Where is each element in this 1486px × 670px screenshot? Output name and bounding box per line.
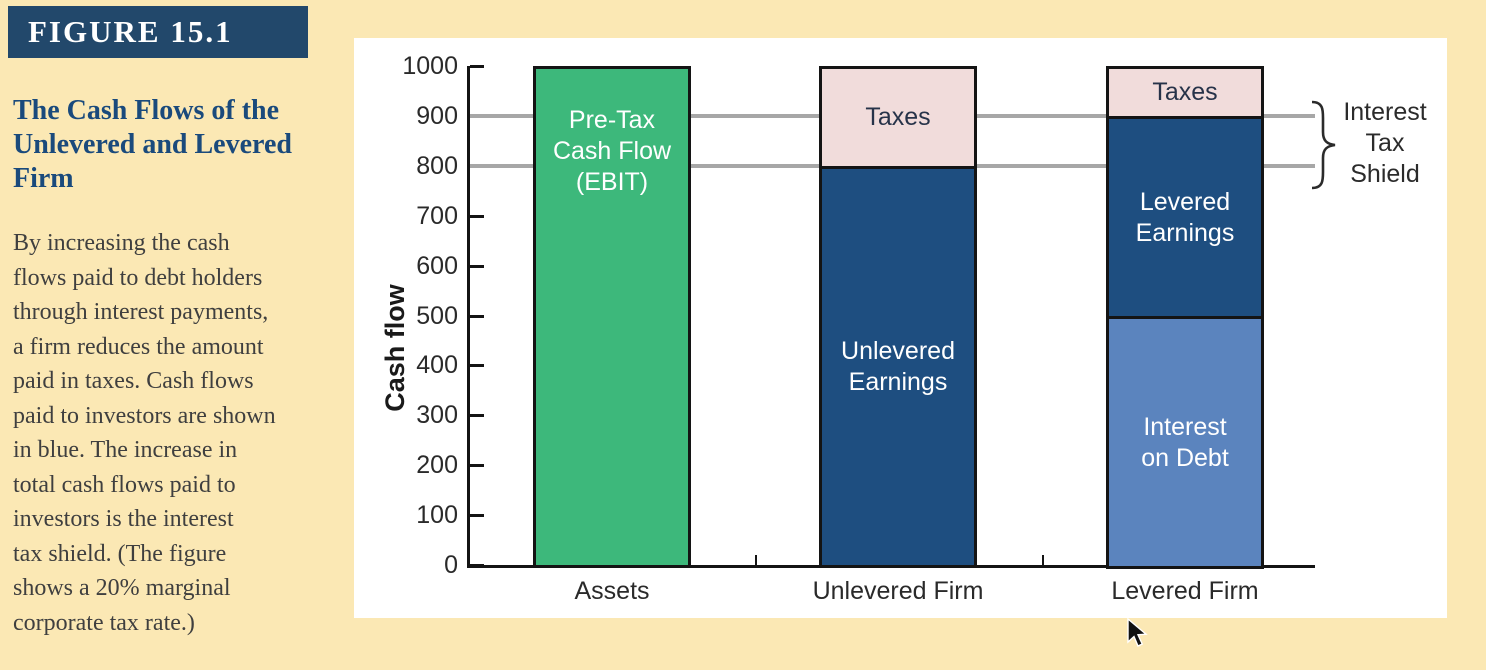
segment-label-taxes: Taxes xyxy=(865,103,931,131)
ytick-label-800: 800 xyxy=(416,152,458,180)
segment-label-taxes: Taxes xyxy=(1152,78,1218,106)
bar-segment-levered-firm-interest-on-debt: Interest on Debt xyxy=(1106,316,1264,569)
ytick-mark-500 xyxy=(470,315,484,318)
bar-segment-levered-firm-taxes: Taxes xyxy=(1106,66,1264,119)
ytick-label-100: 100 xyxy=(416,501,458,529)
ytick-label-600: 600 xyxy=(416,252,458,280)
ytick-label-200: 200 xyxy=(416,451,458,479)
figure-description: By increasing the cash flows paid to deb… xyxy=(13,230,276,636)
mouse-cursor-icon xyxy=(1127,618,1148,647)
ytick-mark-100 xyxy=(470,514,484,517)
segment-label-unlevered-earnings: Unlevered Earnings xyxy=(841,337,955,396)
y-axis-line xyxy=(467,66,470,568)
ytick-mark-700 xyxy=(470,215,484,218)
ytick-mark-200 xyxy=(470,464,484,467)
ytick-label-0: 0 xyxy=(444,551,458,579)
figure-banner: FIGURE 15.1 xyxy=(8,6,308,58)
figure-title: The Cash Flows of the Unlevered and Leve… xyxy=(13,95,292,194)
category-divider-tick xyxy=(1042,555,1044,565)
bar-segment-unlevered-firm-unlevered-earnings: Unlevered Earnings xyxy=(819,166,977,568)
segment-label-interest-on-debt: Interest on Debt xyxy=(1141,412,1229,472)
bar-segment-unlevered-firm-taxes: Taxes xyxy=(819,66,977,169)
brace-icon xyxy=(1311,100,1336,190)
category-label-unlevered-firm: Unlevered Firm xyxy=(812,577,984,605)
segment-label-pre-tax-cash-flow-ebit-: Pre-Tax Cash Flow (EBIT) xyxy=(552,106,672,196)
ytick-label-300: 300 xyxy=(416,401,458,429)
interest-tax-shield-label: Interest Tax Shield xyxy=(1343,98,1427,188)
ytick-mark-400 xyxy=(470,364,484,367)
bar-segment-assets-pre-tax-cash-flow-ebit-: Pre-Tax Cash Flow (EBIT) xyxy=(533,66,691,568)
ytick-mark-1000 xyxy=(470,65,484,68)
ytick-label-500: 500 xyxy=(416,302,458,330)
ytick-label-900: 900 xyxy=(416,102,458,130)
category-divider-tick xyxy=(755,555,757,565)
y-axis-title: Cash flow xyxy=(380,284,410,412)
ytick-label-700: 700 xyxy=(416,202,458,230)
category-label-levered-firm: Levered Firm xyxy=(1111,577,1259,605)
ytick-mark-300 xyxy=(470,414,484,417)
segment-label-levered-earnings: Levered Earnings xyxy=(1135,187,1235,247)
ytick-mark-600 xyxy=(470,265,484,268)
ytick-label-400: 400 xyxy=(416,351,458,379)
figure-number-label: FIGURE 15.1 xyxy=(28,14,233,49)
category-label-assets: Assets xyxy=(574,577,650,605)
ytick-label-1000: 1000 xyxy=(402,52,458,80)
bar-segment-levered-firm-levered-earnings: Levered Earnings xyxy=(1106,116,1264,319)
bar-chart-panel: 0 100 200 300 400 500 600 700 800 900 1000 Pre-Tax … xyxy=(354,38,1447,618)
